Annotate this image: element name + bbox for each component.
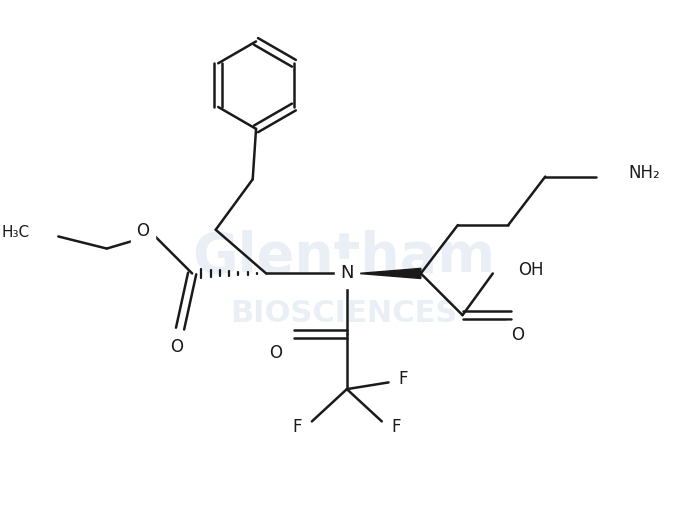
Text: BIOSCIENCES: BIOSCIENCES	[230, 300, 457, 328]
Text: O: O	[511, 327, 524, 344]
Text: Glentham: Glentham	[192, 230, 495, 283]
Polygon shape	[358, 268, 421, 279]
Text: F: F	[392, 418, 402, 436]
Text: N: N	[340, 265, 354, 282]
Text: H₃C: H₃C	[2, 225, 30, 240]
Text: OH: OH	[518, 261, 543, 279]
Text: O: O	[136, 222, 150, 240]
Text: F: F	[292, 418, 302, 436]
Text: F: F	[399, 370, 408, 388]
Text: O: O	[269, 344, 282, 362]
Text: O: O	[171, 339, 183, 356]
Text: NH₂: NH₂	[628, 164, 660, 182]
